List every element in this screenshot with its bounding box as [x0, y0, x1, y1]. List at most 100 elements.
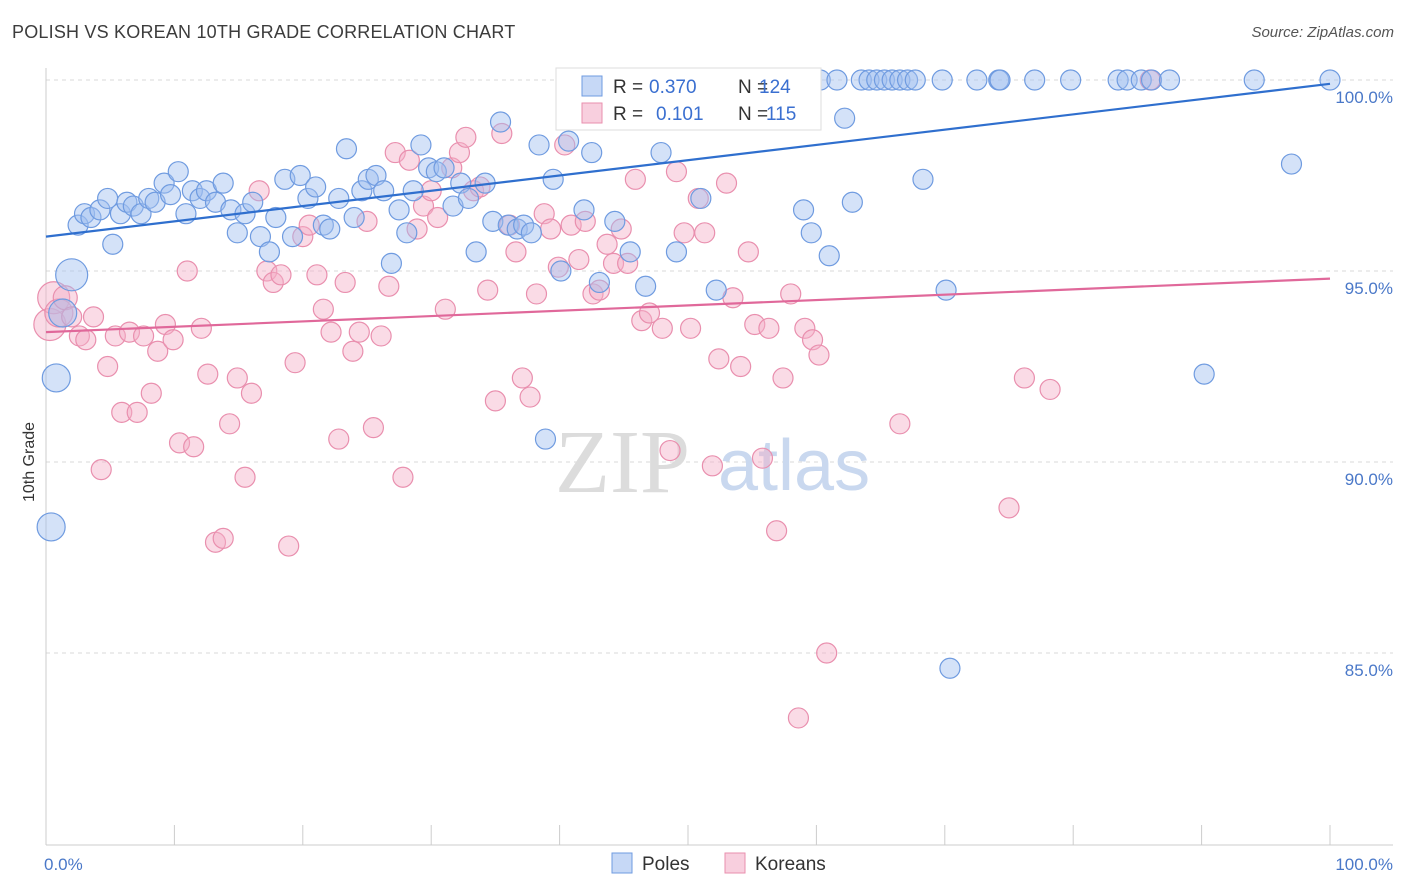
legend-swatch-poles [581, 75, 603, 97]
point-koreans [284, 352, 306, 374]
point-poles [818, 245, 840, 267]
point-koreans [75, 329, 97, 351]
point-poles [167, 161, 189, 183]
point-koreans [455, 126, 477, 148]
point-koreans [998, 497, 1020, 519]
point-poles [442, 195, 464, 217]
legend-n-value-poles: 124 [759, 77, 791, 98]
point-koreans [320, 321, 342, 343]
trend-lines [45, 82, 1331, 334]
y-tick-label: 90.0% [1345, 470, 1393, 489]
point-poles [159, 184, 182, 206]
point-poles [122, 195, 144, 217]
legend-r-label-koreans: R = [613, 104, 643, 125]
point-koreans [780, 283, 802, 305]
trend-line-poles [45, 82, 1331, 238]
point-koreans [808, 344, 830, 366]
point-koreans [624, 168, 646, 190]
point-koreans [362, 417, 385, 439]
point-poles [690, 187, 712, 210]
point-poles [1319, 69, 1341, 91]
point-poles [465, 241, 487, 263]
point-koreans [519, 386, 541, 408]
point-koreans [328, 428, 350, 450]
point-koreans [701, 455, 723, 477]
point-poles [351, 180, 373, 202]
chart-source: Source: ZipAtlas.com [1251, 24, 1394, 41]
point-koreans [248, 180, 270, 202]
point-poles [402, 180, 424, 202]
point-koreans [744, 313, 766, 336]
point-koreans [270, 264, 292, 286]
trend-line-koreans [45, 277, 1331, 334]
point-koreans [197, 363, 219, 385]
point-koreans [1039, 378, 1061, 401]
point-koreans [1013, 367, 1036, 389]
point-poles [36, 512, 66, 542]
point-poles [889, 69, 911, 91]
point-koreans [312, 298, 334, 320]
point-poles [1243, 69, 1265, 91]
point-koreans [554, 134, 576, 156]
point-koreans [342, 340, 364, 362]
x-tick-label-min: 0.0% [44, 855, 83, 874]
point-poles [138, 187, 160, 210]
point-koreans [588, 279, 611, 301]
point-poles [550, 260, 572, 282]
point-poles [588, 271, 611, 294]
point-koreans [97, 355, 119, 378]
point-poles [319, 218, 341, 240]
point-koreans [226, 367, 248, 389]
point-poles [433, 157, 455, 179]
point-koreans [132, 325, 155, 347]
point-poles [635, 275, 657, 297]
point-poles [55, 258, 89, 292]
bottom-legend-swatch-poles [611, 852, 633, 874]
point-koreans [596, 233, 618, 255]
point-poles [297, 187, 319, 210]
chart-title: POLISH VS KOREAN 10TH GRADE CORRELATION … [12, 22, 516, 42]
point-koreans [219, 413, 241, 435]
series-koreans-points [33, 69, 1161, 729]
point-koreans [90, 459, 112, 481]
point-poles [489, 111, 512, 133]
point-koreans [176, 260, 198, 282]
point-koreans [772, 367, 794, 389]
point-koreans [560, 214, 582, 236]
point-koreans [240, 382, 263, 404]
legend-box: R = 0.370 N = 124 R = 0.101 N = 115 [555, 67, 822, 131]
legend-n-label-koreans: N = [738, 104, 768, 125]
point-koreans [82, 306, 105, 328]
watermark-atlas: atlas [718, 426, 870, 506]
point-koreans [183, 436, 205, 458]
legend-r-value-poles: 0.370 [649, 77, 697, 98]
point-koreans [751, 447, 774, 469]
point-koreans [568, 248, 590, 271]
point-koreans [154, 313, 177, 336]
point-koreans [104, 325, 126, 347]
point-koreans [477, 279, 499, 301]
point-koreans [651, 317, 673, 339]
point-koreans [356, 210, 378, 232]
point-koreans [168, 432, 191, 454]
point-poles [896, 69, 919, 91]
point-poles [226, 222, 248, 244]
point-poles [80, 206, 102, 229]
point-koreans [631, 310, 653, 332]
point-koreans [665, 161, 688, 183]
point-poles [931, 69, 953, 91]
point-poles [305, 176, 327, 198]
legend-n-label-poles: N = [738, 77, 768, 98]
point-poles [850, 69, 872, 91]
gridlines [46, 79, 1393, 654]
point-koreans [378, 275, 400, 297]
point-koreans [794, 317, 816, 339]
point-poles [312, 214, 334, 236]
point-poles [841, 191, 863, 213]
point-poles [1158, 69, 1181, 91]
point-poles [396, 222, 418, 244]
point-poles [604, 210, 626, 232]
point-koreans [118, 321, 141, 343]
point-poles [800, 222, 822, 244]
